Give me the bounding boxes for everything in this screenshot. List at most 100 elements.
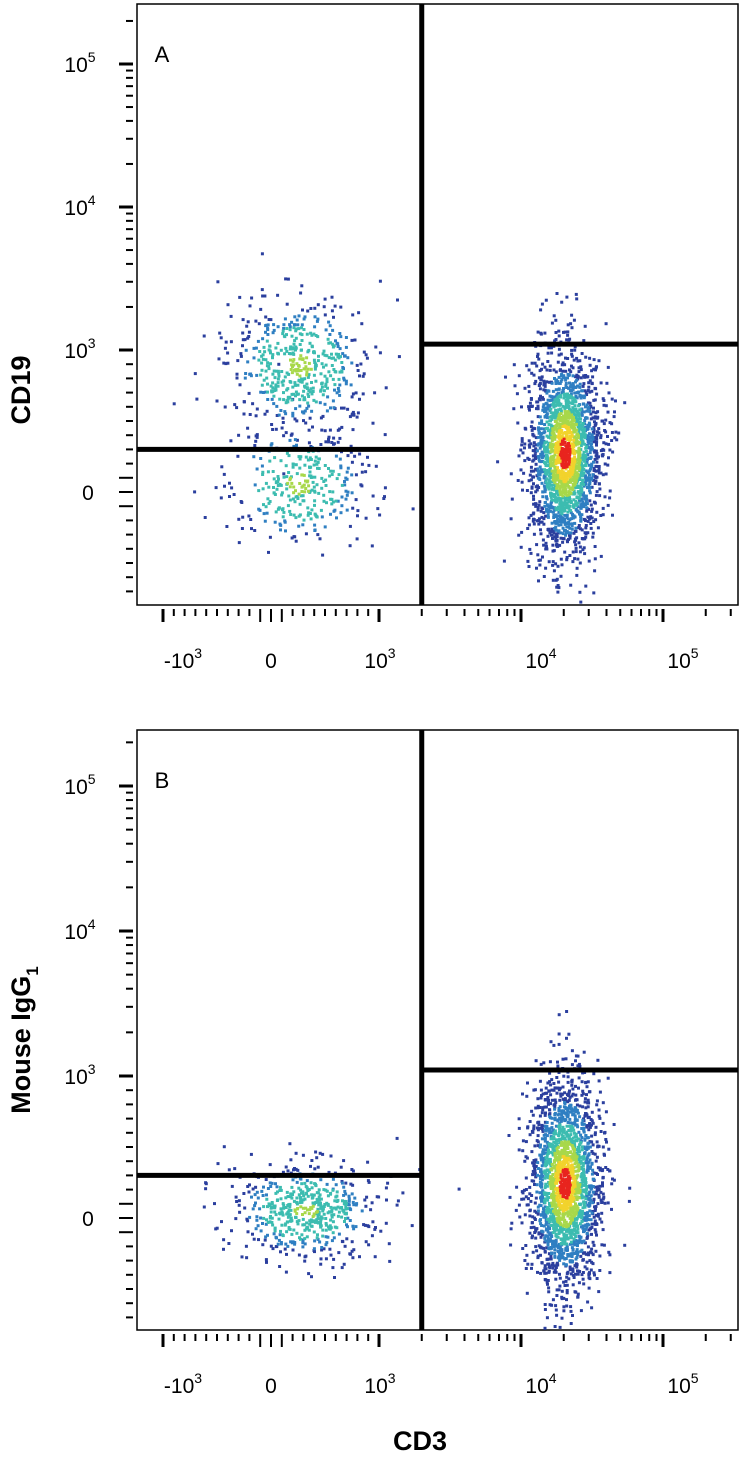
- event-dot: [336, 477, 339, 480]
- event-dot: [598, 1109, 601, 1112]
- event-dot: [579, 601, 582, 604]
- event-dot: [531, 1235, 534, 1238]
- event-dot: [561, 563, 564, 566]
- event-dot: [534, 1158, 537, 1161]
- event-dot: [285, 1253, 288, 1256]
- event-dot: [272, 486, 275, 489]
- event-dot: [230, 340, 233, 343]
- event-dot: [555, 1239, 558, 1242]
- event-dot: [548, 560, 551, 563]
- event-dot: [521, 481, 524, 484]
- event-dot: [351, 1192, 354, 1195]
- event-dot: [298, 1254, 301, 1257]
- event-dot: [332, 470, 335, 473]
- event-dot: [592, 1241, 595, 1244]
- event-dot: [568, 490, 571, 493]
- event-dot: [242, 318, 245, 321]
- event-dot: [231, 1185, 234, 1188]
- event-dot: [271, 356, 274, 359]
- event-dot: [321, 1235, 324, 1238]
- event-dot: [356, 509, 359, 512]
- event-dot: [518, 374, 521, 377]
- event-dot: [324, 440, 327, 443]
- event-dot: [253, 1204, 256, 1207]
- event-dot: [572, 1147, 575, 1150]
- event-dot: [291, 335, 294, 338]
- event-dot: [566, 1100, 569, 1103]
- event-dot: [585, 524, 588, 527]
- event-dot: [572, 1129, 575, 1132]
- event-dot: [588, 489, 591, 492]
- event-dot: [351, 1240, 354, 1243]
- event-dot: [540, 1204, 543, 1207]
- event-dot: [528, 1186, 531, 1189]
- event-dot: [598, 1115, 601, 1118]
- event-dot: [268, 460, 271, 463]
- event-dot: [554, 1103, 557, 1106]
- event-dot: [276, 488, 279, 491]
- event-dot: [247, 515, 250, 518]
- event-dot: [553, 569, 556, 572]
- event-dot: [291, 414, 294, 417]
- event-dot: [270, 1211, 273, 1214]
- event-dot: [534, 453, 537, 456]
- event-dot: [230, 486, 233, 489]
- event-dot: [312, 351, 315, 354]
- event-dot: [309, 307, 312, 310]
- event-dot: [278, 1239, 281, 1242]
- event-dot: [313, 499, 316, 502]
- event-dot: [551, 544, 554, 547]
- y-axis-title: CD19: [6, 355, 36, 424]
- event-dot: [279, 1186, 282, 1189]
- event-dot: [579, 1255, 582, 1258]
- event-dot: [556, 1119, 559, 1122]
- event-dot: [540, 368, 543, 371]
- event-dot: [347, 454, 350, 457]
- event-dot: [273, 1206, 276, 1209]
- event-dot: [549, 1060, 552, 1063]
- y-tick-label: 103: [64, 335, 95, 363]
- event-dot: [549, 1158, 552, 1161]
- event-dot: [276, 342, 279, 345]
- event-dot: [275, 405, 278, 408]
- event-dot: [535, 365, 538, 368]
- event-dot: [298, 1236, 301, 1239]
- event-dot: [574, 527, 577, 530]
- event-dot: [351, 395, 354, 398]
- event-dot: [314, 513, 317, 516]
- event-dot: [336, 391, 339, 394]
- event-dot: [556, 466, 559, 469]
- event-dot: [565, 1280, 568, 1283]
- panel-label: A: [155, 42, 170, 67]
- event-dot: [541, 1262, 544, 1265]
- event-dot: [296, 1181, 299, 1184]
- event-dot: [518, 1216, 521, 1219]
- event-dot: [314, 1184, 317, 1187]
- event-dot: [285, 1166, 288, 1169]
- event-dot: [564, 379, 567, 382]
- event-dot: [594, 1133, 597, 1136]
- event-dot: [599, 514, 602, 517]
- event-dot: [583, 1051, 586, 1054]
- event-dot: [503, 560, 506, 563]
- event-dot: [544, 366, 547, 369]
- event-dot: [566, 330, 569, 333]
- event-dot: [275, 510, 278, 513]
- event-dot: [306, 1189, 309, 1192]
- event-dot: [580, 413, 583, 416]
- event-dot: [594, 1228, 597, 1231]
- event-dot: [366, 357, 369, 360]
- event-dot: [313, 325, 316, 328]
- event-dot: [282, 507, 285, 510]
- event-dot: [326, 409, 329, 412]
- event-dot: [330, 1155, 333, 1158]
- event-dot: [263, 350, 266, 353]
- event-dot: [581, 1179, 584, 1182]
- event-dot: [535, 502, 538, 505]
- event-dot: [544, 515, 547, 518]
- event-dot: [531, 486, 534, 489]
- event-dot: [526, 527, 529, 530]
- event-dot: [328, 1248, 331, 1251]
